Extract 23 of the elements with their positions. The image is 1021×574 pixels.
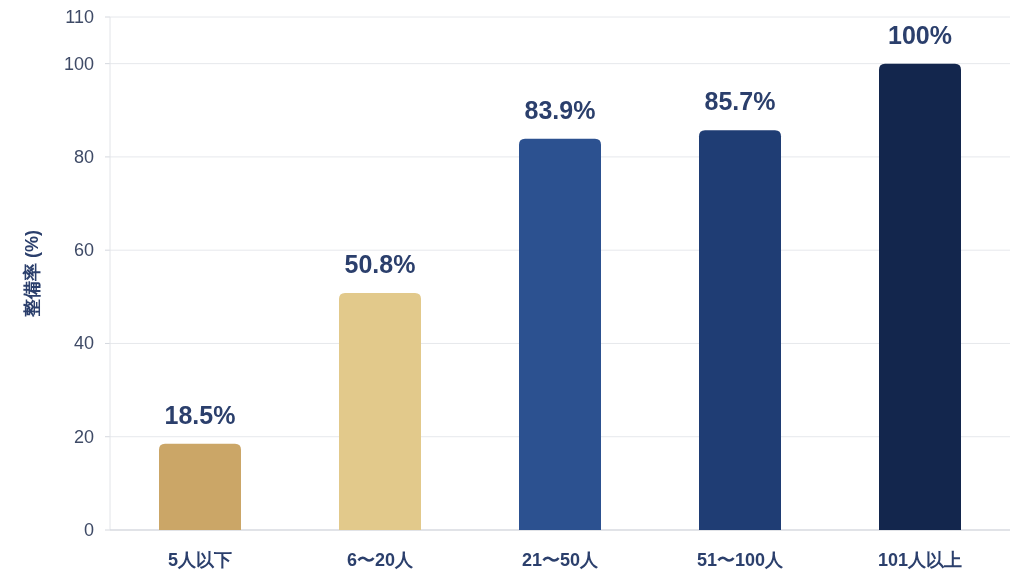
y-tick-label: 20 [73, 426, 94, 447]
y-tick-label: 0 [83, 520, 94, 540]
x-tick-label: 101人以上 [877, 550, 963, 570]
bar [879, 63, 961, 530]
y-tick-label: 80 [73, 146, 94, 167]
data-label: 83.9% [524, 95, 596, 124]
bar [339, 293, 421, 530]
y-tick-label: 110 [65, 7, 94, 27]
x-tick-label: 5人以下 [167, 550, 233, 570]
data-label: 85.7% [704, 87, 776, 116]
bar [519, 138, 601, 530]
bar [159, 443, 241, 530]
y-axis-title: 整備率 (%) [22, 230, 42, 318]
data-label: 18.5% [164, 400, 236, 429]
y-tick-label: 60 [73, 240, 94, 261]
x-tick-label: 51〜100人 [696, 550, 785, 570]
x-tick-label: 6〜20人 [346, 550, 415, 570]
bar [699, 130, 781, 530]
data-label: 50.8% [344, 250, 416, 279]
y-tick-label: 40 [73, 333, 94, 354]
data-label: 100% [888, 20, 952, 49]
x-tick-label: 21〜50人 [521, 550, 600, 570]
y-tick-label: 100 [63, 53, 94, 74]
